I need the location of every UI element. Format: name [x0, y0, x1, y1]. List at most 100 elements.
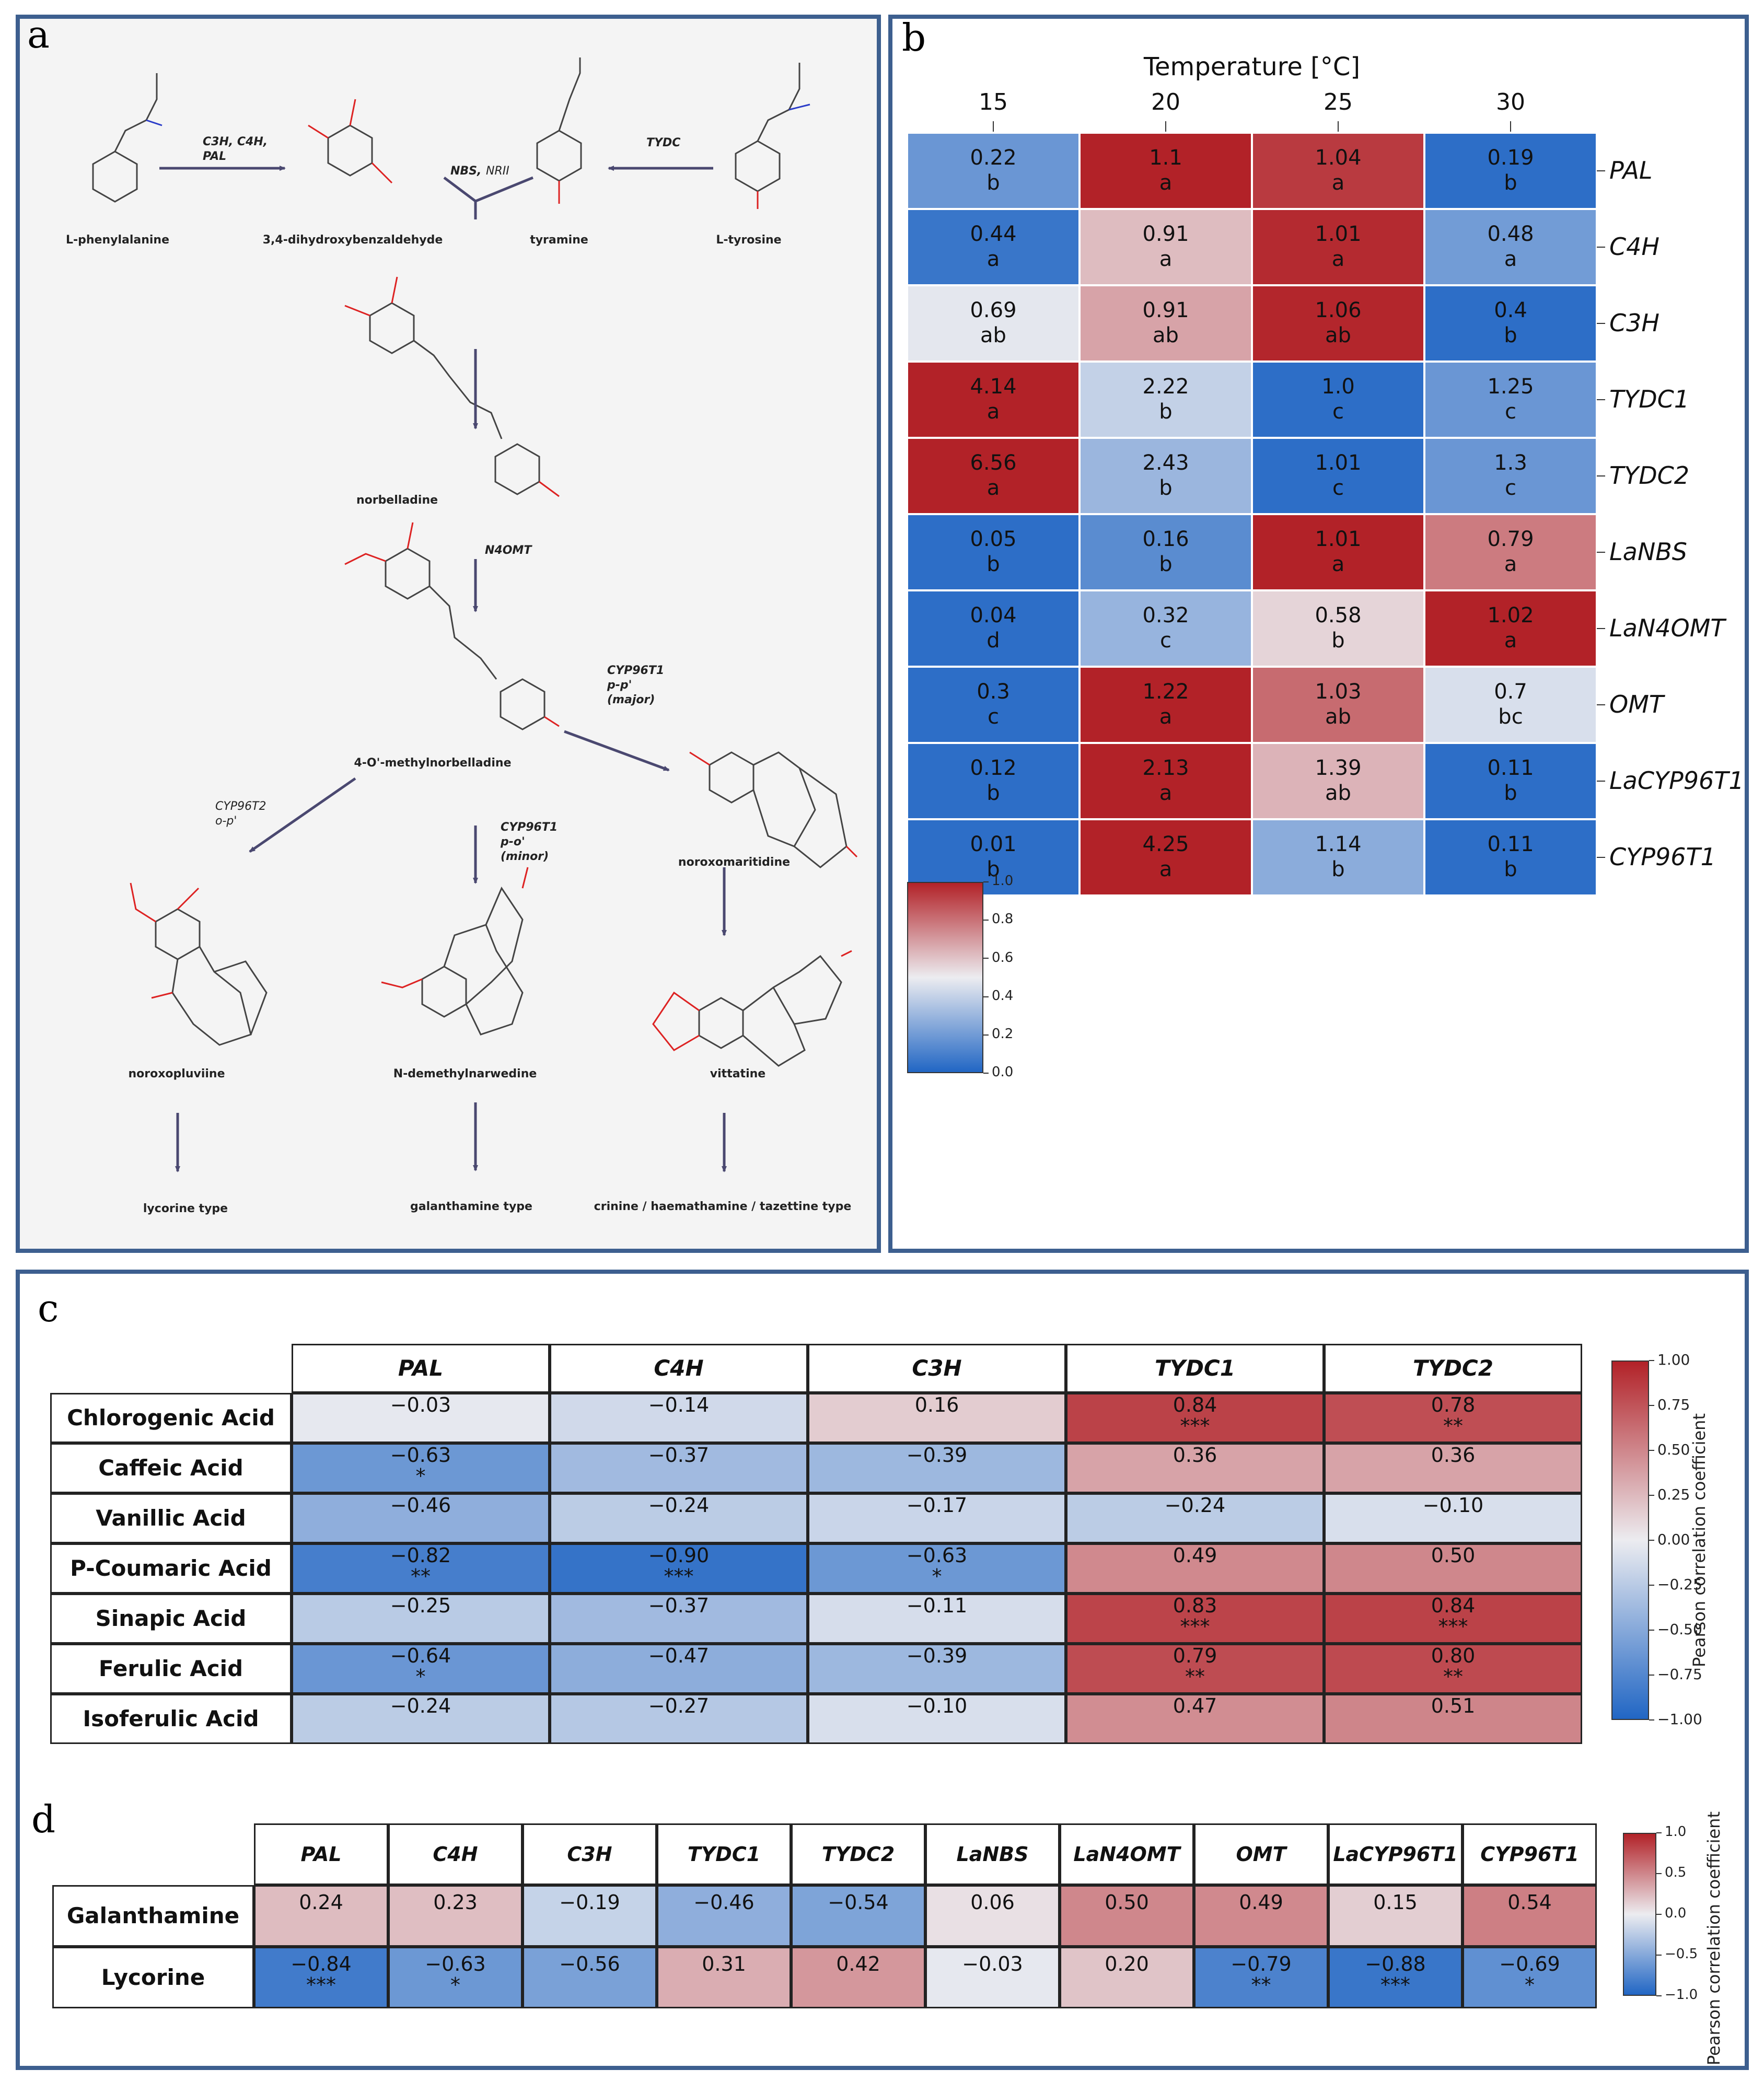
heatmap-b-cell: 1.25 c — [1424, 362, 1597, 438]
heatmap-b-y-tick-label: LaN4OMT — [1609, 614, 1725, 642]
heatmap-b-cell: 1.04 a — [1252, 133, 1424, 209]
heatmap-b-cell-letter: b — [987, 857, 1000, 881]
heatmap-b-cell: 4.25 a — [1080, 819, 1252, 896]
heatmap-c-cell-value: 0.51 — [1431, 1694, 1476, 1717]
heatmap-c-row-header: Isoferulic Acid — [50, 1694, 292, 1744]
heatmap-c-cell: −0.10 — [808, 1694, 1066, 1744]
enzyme-nrii: NRII — [486, 165, 509, 178]
colorbar-tick-label: 0.5 — [1665, 1865, 1687, 1881]
colorbar-tick-label: 0.2 — [992, 1026, 1014, 1042]
heatmap-b-cell-letter: b — [1159, 552, 1173, 576]
heatmap-b-cell: 0.91 ab — [1080, 285, 1252, 362]
panel-a-frame — [16, 15, 881, 1253]
heatmap-c-cell-value: −0.11 — [906, 1594, 968, 1617]
heatmap-c-cell: −0.37 — [550, 1443, 808, 1493]
heatmap-d-column-header: LaNBS — [925, 1823, 1060, 1885]
heatmap-b-title: Temperature [°C] — [1143, 52, 1361, 82]
heatmap-c-cell: −0.11 — [808, 1594, 1066, 1644]
heatmap-b-cell: 0.04 d — [907, 590, 1080, 667]
heatmap-d-cell: 0.50 — [1060, 1885, 1194, 1947]
heatmap-b-y-tick-mark — [1597, 170, 1605, 171]
heatmap-c-column-header: TYDC2 — [1324, 1344, 1582, 1393]
heatmap-b-y-tick-mark — [1597, 857, 1605, 858]
heatmap-c-cell-value: −0.27 — [648, 1694, 710, 1717]
label-norbelladine: norbelladine — [356, 494, 438, 507]
heatmap-b-cell-value: 1.01 — [1315, 222, 1362, 246]
heatmap-c-row-header: P-Coumaric Acid — [50, 1543, 292, 1594]
heatmap-d-cell-value: −0.69 — [1499, 1952, 1560, 1975]
pathway-arrows — [159, 166, 727, 1172]
heatmap-d-cell: 0.23 — [388, 1885, 523, 1947]
heatmap-c-cell-value: −0.14 — [648, 1393, 710, 1416]
heatmap-b-cell-letter: ab — [1325, 705, 1351, 729]
heatmap-c-cell: −0.90 *** — [550, 1543, 808, 1594]
heatmap-b-cell: 1.14 b — [1252, 819, 1424, 896]
heatmap-b-cell-value: 0.04 — [970, 603, 1017, 627]
heatmap-b-cell: 4.14 a — [907, 362, 1080, 438]
heatmap-b-y-tick-label: CYP96T1 — [1609, 843, 1716, 871]
heatmap-b-x-tick-label: 30 — [1496, 89, 1525, 115]
heatmap-c-cell-significance: *** — [1180, 1414, 1210, 1437]
heatmap-b-cell: 0.12 b — [907, 743, 1080, 819]
heatmap-c-row-header: Sinapic Acid — [50, 1594, 292, 1644]
heatmap-d-cell: 0.49 — [1194, 1885, 1328, 1947]
heatmap-c-cell-value: 0.36 — [1173, 1444, 1217, 1467]
molecule-structures — [92, 57, 858, 1067]
heatmap-b-x-tick-mark — [1338, 121, 1339, 132]
heatmap-c-cell-significance: ** — [1185, 1665, 1205, 1688]
colorbar-tick-mark — [1649, 1450, 1654, 1451]
heatmap-b-cell-letter: b — [1331, 629, 1345, 653]
heatmap-d-cell: −0.56 — [523, 1947, 657, 2008]
colorbar-tick-label: 1.0 — [1665, 1824, 1687, 1840]
heatmap-b-cell-value: 0.7 — [1494, 680, 1527, 704]
heatmap-c-cell-significance: ** — [1443, 1665, 1463, 1688]
heatmap-c-cell-significance: *** — [1180, 1615, 1210, 1638]
heatmap-b-cell-letter: b — [1331, 857, 1345, 881]
heatmap-b-cell: 0.05 b — [907, 514, 1080, 590]
heatmap-d-column-header: C4H — [388, 1823, 523, 1885]
heatmap-b-cell-value: 0.69 — [970, 298, 1017, 322]
heatmap-c-cell: −0.17 — [808, 1493, 1066, 1543]
heatmap-b-cell-value: 1.3 — [1494, 451, 1527, 475]
heatmap-d-cell-value: 0.31 — [702, 1952, 746, 1975]
colorbar-tick-label: −0.50 — [1657, 1620, 1702, 1638]
heatmap-b-cell-letter: b — [987, 552, 1000, 576]
heatmap-c-cell: 0.36 — [1066, 1443, 1324, 1493]
noroxomaritidine-ring — [709, 751, 755, 804]
heatmap-b-cell-letter: ab — [1153, 323, 1179, 347]
colorbar-tick-label: 1.0 — [992, 873, 1014, 889]
heatmap-b-cell-letter: a — [1159, 781, 1173, 805]
heatmap-b-cell-value: 1.0 — [1321, 375, 1355, 399]
heatmap-d-cell: −0.79 ** — [1194, 1947, 1328, 2008]
heatmap-c-cell: −0.24 — [550, 1493, 808, 1543]
heatmap-b-cell: 1.01 c — [1252, 438, 1424, 514]
heatmap-b-cell: 0.69 ab — [907, 285, 1080, 362]
heatmap-c-cell: −0.46 — [292, 1493, 550, 1543]
heatmap-b-cell-value: 0.91 — [1142, 298, 1189, 322]
heatmap-c-cell-value: −0.17 — [906, 1494, 968, 1517]
heatmap-c-cell: 0.80 ** — [1324, 1644, 1582, 1694]
heatmap-c-cell-value: −0.24 — [1164, 1494, 1226, 1517]
methylnorbelladine-ring-1 — [385, 548, 431, 600]
heatmap-c-cell: 0.36 — [1324, 1443, 1582, 1493]
heatmap-c-row-header: Ferulic Acid — [50, 1644, 292, 1694]
heatmap-c-cell-value: 0.16 — [914, 1393, 959, 1416]
heatmap-b-cell-value: 4.25 — [1142, 832, 1189, 856]
heatmap-c-cell-significance: ** — [1443, 1414, 1463, 1437]
heatmap-b-cell-letter: c — [1332, 476, 1344, 500]
heatmap-c-cell: 0.50 — [1324, 1543, 1582, 1594]
panel-b-frame — [888, 15, 1749, 1253]
heatmap-d-cell-value: −0.56 — [559, 1952, 620, 1975]
heatmap-b-cell: 0.11 b — [1424, 743, 1597, 819]
heatmap-c-cell: 0.49 — [1066, 1543, 1324, 1594]
heatmap-c-cell: −0.25 — [292, 1594, 550, 1644]
methylnorbelladine-ring-2 — [500, 678, 546, 730]
norbelladine-ring-2 — [494, 443, 540, 495]
enzyme-cyp96t1-pp-site: p-p' — [607, 679, 632, 692]
vittatine-ring — [698, 997, 744, 1049]
heatmap-c-cell-value: −0.24 — [390, 1694, 451, 1717]
heatmap-b-cell-value: 0.58 — [1315, 603, 1362, 627]
colorbar-tick-label: 0.0 — [992, 1064, 1014, 1080]
heatmap-c-cell: −0.63 * — [808, 1543, 1066, 1594]
heatmap-c-row-header: Caffeic Acid — [50, 1443, 292, 1493]
